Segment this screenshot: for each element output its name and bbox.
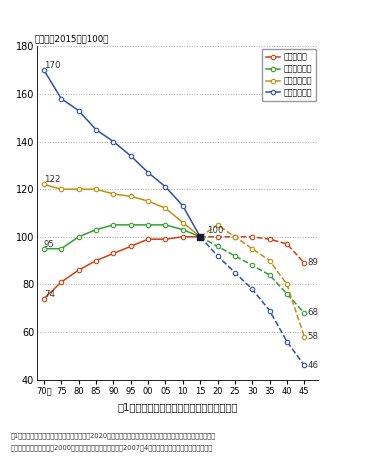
Text: 68: 68 <box>307 308 318 318</box>
Text: 46: 46 <box>307 361 318 370</box>
Text: 58: 58 <box>307 332 318 341</box>
Text: 注1）　国勢調査の組替集計による。なお、2020年以降（点線部分）はコーホート分析による推計値である。: 注1） 国勢調査の組替集計による。なお、2020年以降（点線部分）はコーホート分… <box>11 432 216 439</box>
Text: （指数：2015年＝100）: （指数：2015年＝100） <box>34 34 108 43</box>
Text: 89: 89 <box>307 258 318 268</box>
Text: 170: 170 <box>44 61 60 70</box>
Legend: 都市的地域, 平地農業地域, 中間農業地域, 山間農業地域: 都市的地域, 平地農業地域, 中間農業地域, 山間農業地域 <box>262 49 316 101</box>
Text: 100: 100 <box>207 225 223 235</box>
Text: 95: 95 <box>44 240 55 249</box>
Text: ２）　農業地域類型は2000年時点の市町村を基準とし、2007年4月改定のコードを用いて集計した。: ２） 農業地域類型は2000年時点の市町村を基準とし、2007年4月改定のコード… <box>11 444 213 450</box>
Text: 74: 74 <box>44 290 55 299</box>
Text: 図1　農業地域類型別の人口推移と将来予測: 図1 農業地域類型別の人口推移と将来予測 <box>117 402 238 412</box>
Text: 122: 122 <box>44 175 60 184</box>
